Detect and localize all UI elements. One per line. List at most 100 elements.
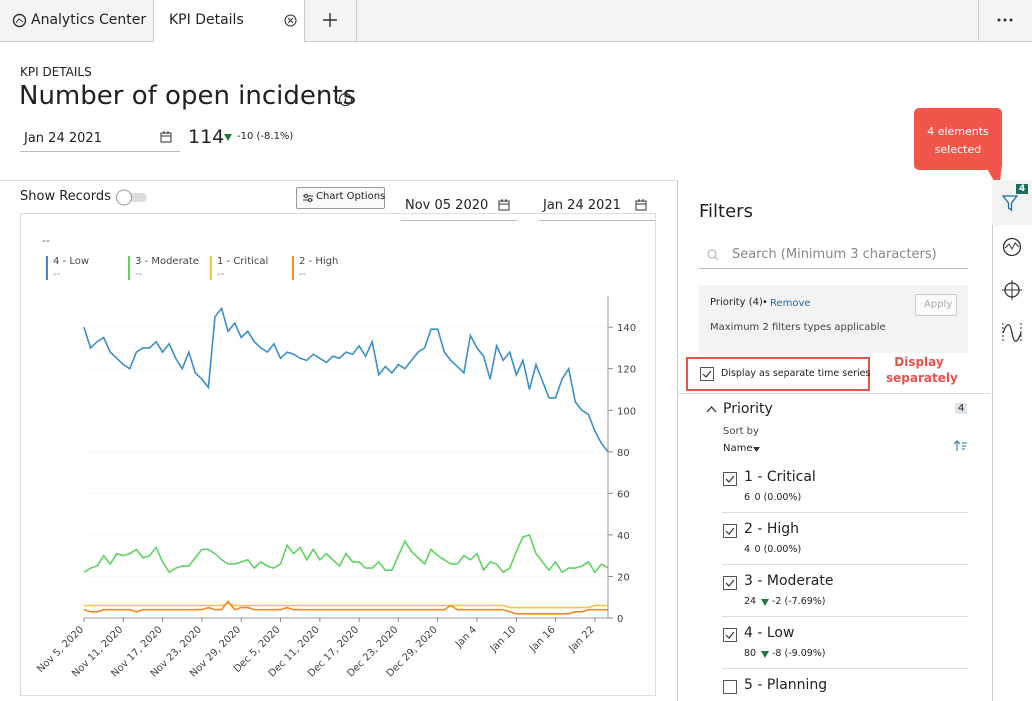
filters-title: Filters (699, 201, 753, 222)
annotation: Display separately (886, 355, 958, 385)
legend-value: -- (135, 269, 143, 280)
down-triangle (761, 599, 769, 606)
highlight-box: Display as separate time series (686, 357, 870, 391)
calendar-icon (160, 131, 172, 143)
apply-button[interactable]: Apply (915, 294, 957, 316)
tab-label: Analytics Center (31, 12, 147, 28)
more-menu[interactable] (978, 0, 1032, 41)
page-title: Number of open incidents (19, 81, 357, 111)
sort-field[interactable]: Name (723, 443, 753, 454)
trend-icon (761, 651, 769, 658)
item-count: 24 (744, 596, 757, 607)
dropdown-icon (753, 447, 760, 452)
end-date-picker[interactable]: Jan 24 2021 (539, 195, 655, 221)
legend-value: -- (217, 269, 225, 280)
chart-title: -- (42, 234, 50, 247)
group-count: 4 (955, 403, 968, 414)
search-placeholder: Search (Minimum 3 characters) (732, 247, 937, 262)
chart-icon[interactable] (1002, 237, 1022, 257)
y-tick-label: 80 (617, 448, 630, 459)
item-change: 0 (0.00%) (754, 544, 802, 555)
add-tab[interactable] (305, 0, 357, 41)
divider (0, 180, 677, 181)
search-box[interactable]: Search (Minimum 3 characters) (699, 242, 968, 269)
tab-icon (12, 13, 27, 28)
checkbox-box (723, 524, 737, 538)
series-line (84, 602, 608, 609)
target-icon[interactable] (1002, 280, 1022, 300)
legend-label: 1 - Critical (217, 256, 268, 267)
checkbox[interactable] (723, 628, 737, 642)
y-tick-label: 60 (617, 489, 630, 500)
checkbox[interactable] (723, 524, 737, 538)
divider (722, 668, 968, 669)
start-date-picker[interactable]: Nov 05 2020 (401, 195, 517, 221)
toggle[interactable] (115, 189, 148, 206)
checkbox-box (723, 628, 737, 642)
divider (722, 564, 968, 565)
legend-value: -- (53, 269, 61, 280)
date-value: Nov 05 2020 (405, 198, 489, 213)
series-line (83, 533, 609, 574)
close-icon[interactable] (284, 14, 297, 27)
forecast-icon[interactable] (1002, 322, 1022, 344)
y-tick-label: 120 (617, 365, 636, 376)
kpi-value: 114 (188, 126, 225, 148)
info-icon[interactable] (338, 92, 353, 107)
checkbox[interactable] (723, 680, 737, 694)
x-tick-label: Jan 22 (566, 624, 597, 655)
check-mark (725, 579, 735, 587)
x-tick-label: Jan 4 (453, 624, 479, 650)
tab-label: KPI Details (169, 12, 244, 28)
tab-active[interactable]: KPI Details (154, 0, 305, 42)
y-tick-label: 40 (617, 531, 630, 542)
group-title: Priority (723, 401, 773, 417)
down-triangle (761, 651, 769, 658)
checkbox[interactable] (723, 576, 737, 590)
item-label: 3 - Moderate (744, 573, 834, 589)
x-tick-label: Jan 16 (527, 624, 558, 655)
kpi-change: -10 (-8.1%) (237, 131, 294, 142)
date-picker[interactable]: Jan 24 2021 (20, 125, 180, 152)
series-line (83, 306, 609, 453)
item-change: 0 (0.00%) (754, 492, 802, 503)
item-change: -8 (-9.09%) (772, 648, 826, 659)
remove-link[interactable]: Remove (770, 298, 811, 309)
item-label: 5 - Planning (744, 677, 828, 693)
divider (722, 616, 968, 617)
legend-label: 4 - Low (53, 256, 89, 267)
chart-options-button[interactable]: Chart Options (296, 187, 385, 209)
dots-icon (997, 18, 1013, 22)
y-tick-label: 0 (617, 614, 623, 625)
check-mark (725, 527, 735, 535)
date-value: Jan 24 2021 (24, 131, 102, 146)
date-value: Jan 24 2021 (543, 198, 621, 213)
calendar-icon (498, 199, 510, 211)
x-tick-label: Jan 10 (488, 624, 519, 655)
checkbox[interactable] (723, 472, 737, 486)
checkbox[interactable] (700, 367, 714, 381)
legend-label: 2 - High (299, 256, 338, 267)
collapse-icon[interactable] (706, 405, 717, 413)
show-records-label: Show Records (20, 189, 111, 204)
down-triangle (224, 134, 232, 141)
page-label: KPI DETAILS (20, 65, 92, 79)
filter-tag: Priority (4) (710, 297, 763, 308)
item-label: 1 - Critical (744, 469, 816, 485)
plus-icon (323, 13, 337, 27)
button-label: Chart Options (316, 191, 386, 202)
button-label: Apply (924, 299, 953, 310)
trend-icon (224, 134, 232, 141)
divider (722, 512, 968, 513)
sort-label: Sort by (723, 426, 759, 437)
side-tab[interactable]: 4 (992, 180, 1032, 225)
search-icon (707, 249, 719, 261)
legend-value: -- (299, 269, 307, 280)
filter-icon (1002, 195, 1018, 212)
checkbox-label: Display as separate time series (721, 368, 871, 379)
dot: • (762, 297, 768, 308)
y-tick-label: 100 (617, 406, 636, 417)
tab[interactable]: Analytics Center (0, 0, 154, 41)
sort-icon[interactable] (954, 440, 968, 452)
series-line (83, 600, 608, 615)
